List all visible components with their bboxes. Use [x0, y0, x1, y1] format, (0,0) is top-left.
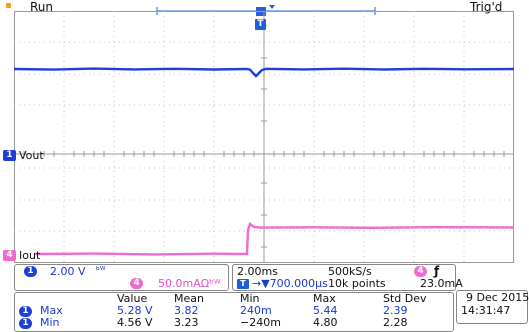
- ch4-vertical-scale: 50.0mAΩᵇᵂ: [158, 277, 221, 290]
- run-status-label[interactable]: Run: [30, 0, 54, 14]
- ch4-ground-marker[interactable]: 4: [3, 250, 16, 261]
- ch1-vertical-scale: 2.00 V: [50, 265, 86, 278]
- measurement-max: 5.44: [313, 304, 338, 317]
- waveform-graticule: [14, 11, 514, 263]
- delay-icon: T: [237, 279, 249, 289]
- trigger-source-badge: 4: [414, 266, 427, 277]
- header-min: Min: [240, 292, 260, 305]
- expansion-point-icon: [269, 5, 275, 9]
- date-display: 9 Dec 2015: [466, 291, 529, 304]
- trigger-point-marker: T: [255, 19, 266, 30]
- ch1-badge: 1: [24, 266, 37, 277]
- rising-edge-icon: ƒ: [434, 264, 440, 278]
- measurement-value: 5.28 V: [117, 304, 153, 317]
- header-max: Max: [313, 292, 336, 305]
- measurement-mean: 3.82: [174, 304, 199, 317]
- ch4-iout-trace: [33, 222, 514, 256]
- measurement-min: 240m: [240, 304, 272, 317]
- trigger-status-label: Trig'd: [470, 0, 503, 14]
- measurement-value: 4.56 V: [117, 316, 153, 329]
- bandwidth-limit-icon: ᵇᵂ: [96, 266, 106, 276]
- measurement-label: Max: [40, 304, 63, 317]
- measurement-max: 4.80: [313, 316, 338, 329]
- horizontal-delay: →▼700.000µs: [252, 277, 328, 290]
- measurement-std-dev: 2.39: [383, 304, 408, 317]
- measurement-label: Min: [40, 316, 60, 329]
- ch1-vout-trace: [14, 67, 514, 78]
- sample-rate: 500kS/s: [328, 265, 372, 278]
- header-std-dev: Std Dev: [383, 292, 427, 305]
- measurement-mean: 3.23: [174, 316, 199, 329]
- header-value: Value: [117, 292, 148, 305]
- trigger-level: 23.0mA: [420, 277, 463, 290]
- ch1-badge: 1: [19, 306, 32, 317]
- time-display: 14:31:47: [461, 304, 511, 317]
- ch4-label: Iout: [19, 249, 41, 262]
- horizontal-scale: 2.00ms: [237, 265, 278, 278]
- header-mean: Mean: [174, 292, 204, 305]
- acquisition-status-indicator: [6, 3, 11, 8]
- ch4-badge: 4: [130, 278, 143, 289]
- datetime-panel: [456, 290, 528, 324]
- ch1-label: Vout: [19, 149, 44, 162]
- ch1-ground-marker[interactable]: 1: [3, 150, 16, 161]
- channel-settings-panel[interactable]: [14, 264, 229, 291]
- measurement-std-dev: 2.28: [383, 316, 408, 329]
- record-length: 10k points: [328, 277, 386, 290]
- measurement-min: −240m: [240, 316, 281, 329]
